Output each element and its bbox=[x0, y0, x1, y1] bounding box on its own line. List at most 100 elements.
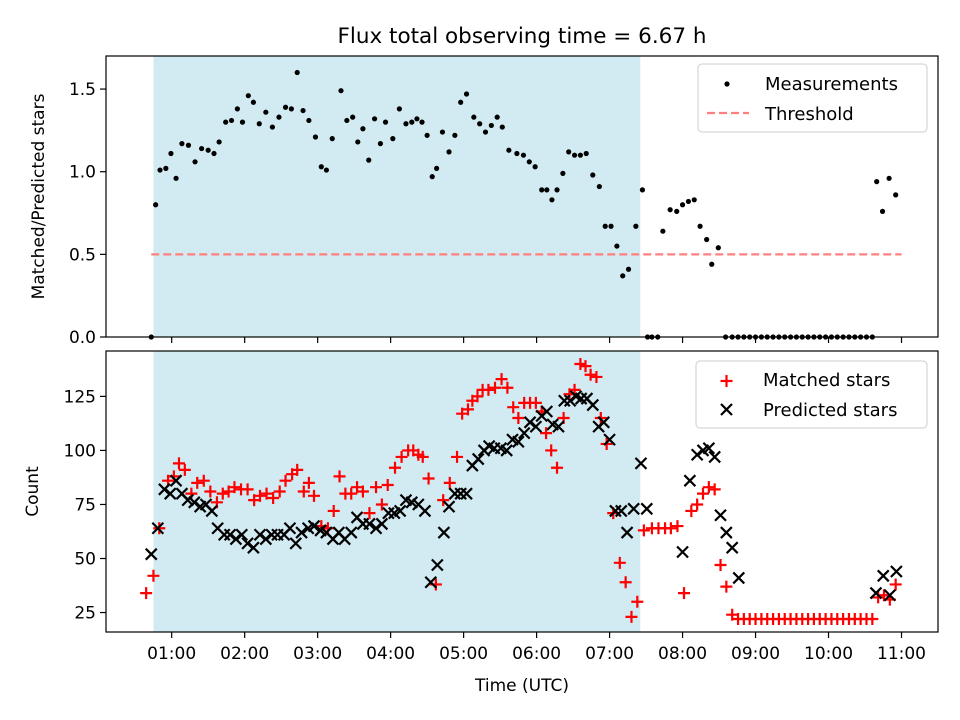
predicted-star-point bbox=[627, 502, 640, 516]
matched-star-point bbox=[671, 520, 684, 533]
matched-star-point bbox=[308, 489, 320, 502]
predicted-star-point bbox=[235, 528, 249, 542]
measurement-point bbox=[477, 121, 483, 127]
top-y-axis-label: Matched/Predicted stars bbox=[29, 93, 49, 299]
measurement-point bbox=[482, 129, 489, 135]
measurement-point bbox=[544, 187, 550, 193]
legend-matched-marker bbox=[720, 375, 733, 387]
matched-star-point bbox=[697, 487, 709, 500]
matched-star-point bbox=[241, 483, 254, 496]
x-tick-label: 01:00 bbox=[147, 644, 196, 664]
measurement-point bbox=[608, 223, 614, 229]
matched-star-point bbox=[529, 396, 542, 409]
matched-star-point bbox=[140, 587, 153, 600]
measurement-point bbox=[886, 175, 892, 181]
matched-star-point bbox=[889, 578, 902, 591]
measurement-point bbox=[679, 202, 686, 208]
matched-star-point bbox=[297, 485, 310, 498]
matched-star-point bbox=[302, 476, 315, 489]
measurement-point bbox=[338, 88, 344, 94]
observing-window-top bbox=[153, 56, 641, 337]
predicted-star-point bbox=[586, 398, 600, 412]
predicted-star-point bbox=[283, 521, 297, 535]
predicted-star-point bbox=[640, 502, 654, 516]
predicted-star-point bbox=[424, 576, 438, 589]
matched-stars-series bbox=[140, 357, 902, 626]
matched-star-point bbox=[197, 474, 210, 487]
measurement-point bbox=[211, 150, 217, 157]
matched-star-point bbox=[471, 390, 484, 403]
bottom-legend: Matched stars Predicted stars bbox=[695, 360, 928, 429]
measurement-point bbox=[549, 197, 555, 203]
matched-star-point bbox=[482, 383, 495, 396]
matched-star-point bbox=[260, 487, 273, 500]
matched-star-point bbox=[216, 487, 229, 500]
predicted-star-point bbox=[540, 405, 554, 418]
matched-star-point bbox=[613, 556, 626, 569]
predicted-star-point bbox=[437, 526, 451, 539]
matched-star-point bbox=[451, 450, 464, 463]
bottom-x-axis-label: Time (UTC) bbox=[474, 676, 569, 696]
predicted-star-point bbox=[471, 452, 485, 466]
measurement-point bbox=[715, 245, 721, 251]
bottom-axes-frame bbox=[105, 350, 939, 633]
measurement-point bbox=[390, 136, 396, 142]
predicted-star-point bbox=[393, 504, 407, 518]
bottom-panel: 25 50 75 100 125 01:00 02:00 03:00 04:00 05:00 06… bbox=[23, 350, 939, 696]
measurement-point bbox=[269, 124, 275, 130]
measurement-point bbox=[577, 152, 583, 158]
matched-star-point bbox=[489, 381, 501, 394]
measurement-point bbox=[163, 165, 169, 171]
y-tick-label: 0.5 bbox=[69, 245, 96, 265]
measurement-point bbox=[639, 187, 646, 193]
predicted-star-point bbox=[460, 487, 473, 500]
matched-star-point bbox=[267, 491, 280, 504]
x-tick-label: 05:00 bbox=[439, 644, 488, 664]
top-axes-frame bbox=[105, 55, 939, 338]
matched-star-point bbox=[461, 403, 474, 416]
measurement-point bbox=[893, 192, 899, 198]
measurement-point bbox=[263, 109, 269, 115]
measurement-point bbox=[488, 122, 494, 129]
matched-star-point bbox=[147, 569, 160, 582]
matched-star-point bbox=[631, 595, 644, 608]
measurement-point bbox=[234, 106, 240, 112]
predicted-star-point bbox=[151, 521, 165, 535]
measurement-point bbox=[439, 129, 446, 135]
legend-measurements-marker bbox=[724, 81, 730, 87]
matched-star-point bbox=[422, 472, 435, 485]
predicted-star-point bbox=[442, 500, 456, 513]
measurement-point bbox=[660, 228, 666, 234]
matched-star-point bbox=[584, 368, 597, 381]
measurement-point bbox=[344, 117, 350, 124]
matched-star-point bbox=[501, 381, 514, 394]
matched-star-point bbox=[720, 580, 733, 593]
legend-matched-label: Matched stars bbox=[763, 370, 890, 391]
predicted-star-point bbox=[708, 450, 721, 464]
matched-star-point bbox=[714, 558, 727, 571]
matched-star-point bbox=[678, 587, 691, 600]
predicted-star-point bbox=[683, 474, 697, 487]
measurement-point bbox=[355, 139, 361, 145]
matched-star-point bbox=[228, 481, 241, 494]
measurement-point bbox=[323, 167, 330, 173]
matched-star-point bbox=[327, 504, 340, 517]
measurement-point bbox=[350, 114, 356, 120]
predicted-star-point bbox=[344, 526, 358, 539]
measurement-point bbox=[329, 136, 335, 142]
predicted-star-point bbox=[144, 547, 158, 561]
measurement-point bbox=[625, 266, 632, 272]
matched-star-point bbox=[551, 461, 564, 474]
measurement-point bbox=[199, 145, 205, 152]
predicted-star-point bbox=[529, 420, 543, 433]
predicted-star-point bbox=[725, 541, 739, 554]
matched-star-point bbox=[619, 576, 632, 589]
predicted-star-point bbox=[247, 541, 260, 554]
x-tick-label: 09:00 bbox=[731, 644, 780, 664]
measurement-point bbox=[300, 107, 306, 114]
matched-star-point bbox=[664, 522, 677, 535]
predicted-star-point bbox=[597, 416, 611, 429]
predicted-star-point bbox=[418, 504, 432, 518]
predicted-star-point bbox=[702, 441, 716, 455]
